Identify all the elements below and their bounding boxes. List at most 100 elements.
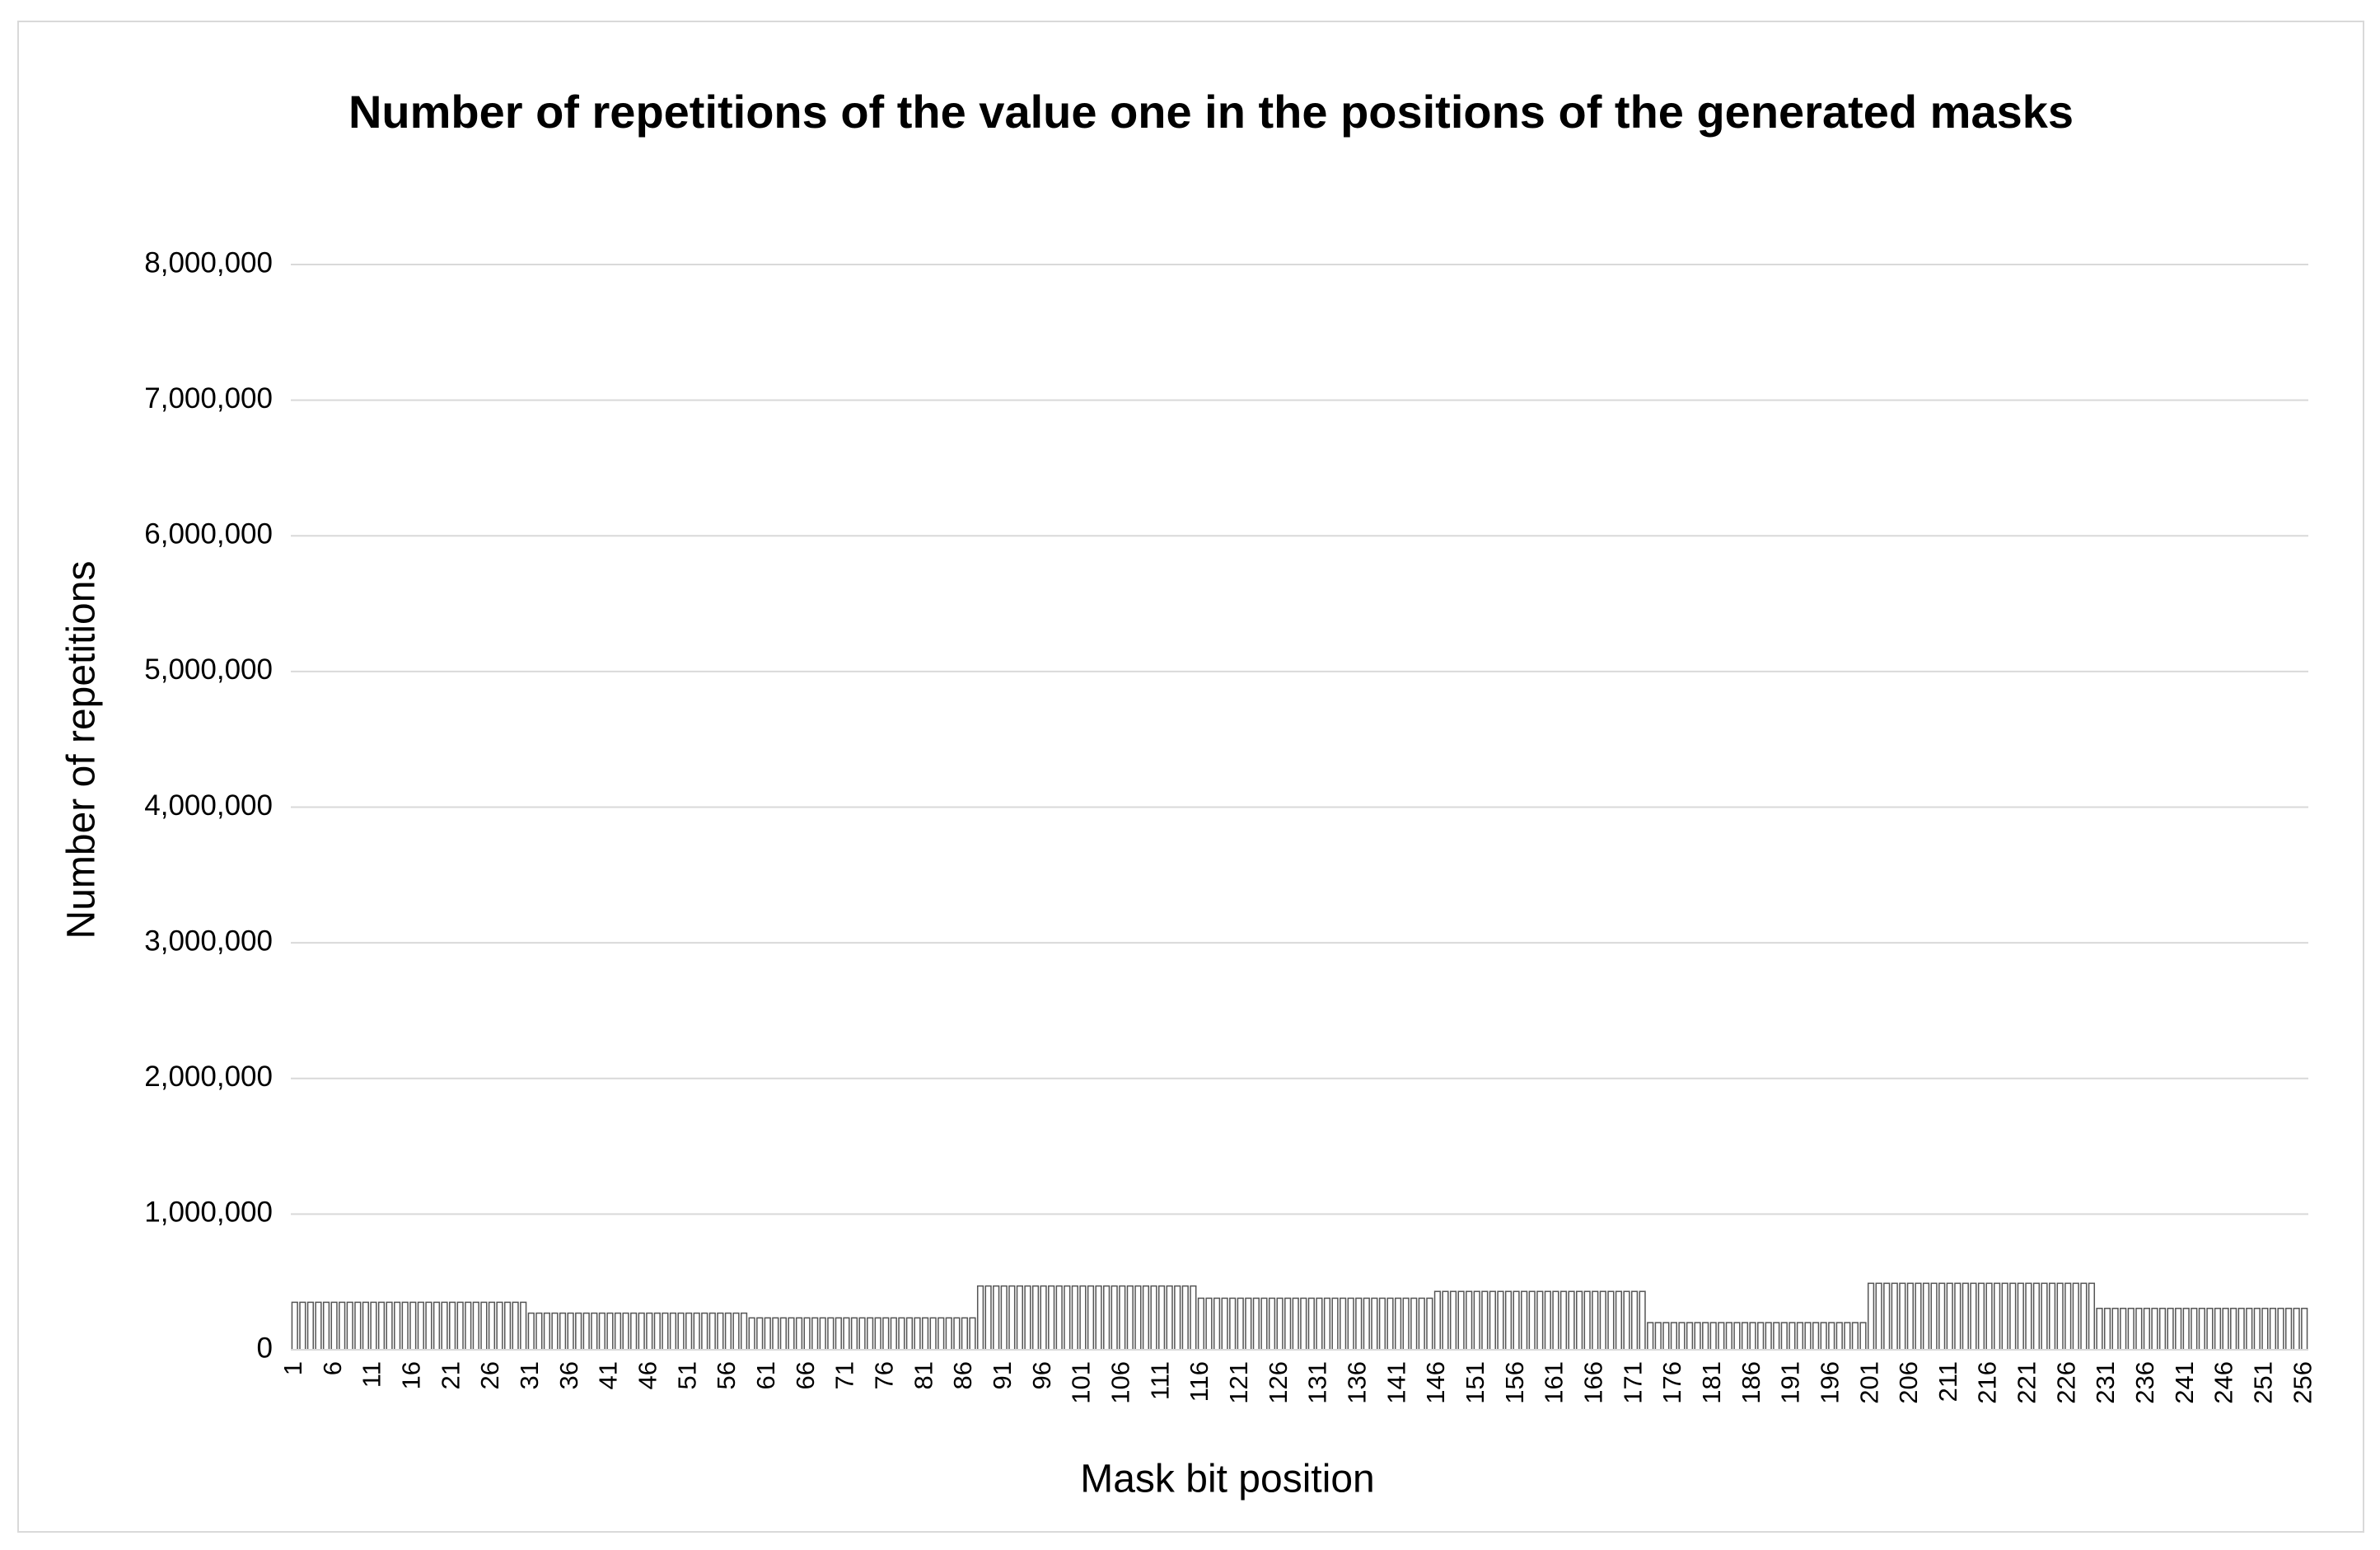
bar bbox=[559, 1312, 567, 1351]
bar bbox=[1592, 1290, 1599, 1351]
bar bbox=[1119, 1285, 1126, 1351]
bar bbox=[1064, 1285, 1071, 1351]
bar bbox=[567, 1312, 574, 1351]
bar bbox=[1190, 1285, 1197, 1351]
bar bbox=[472, 1301, 479, 1351]
x-tick-label: 156 bbox=[1500, 1361, 1529, 1404]
bar bbox=[1607, 1290, 1615, 1351]
bar bbox=[1197, 1297, 1205, 1351]
y-tick-label: 1,000,000 bbox=[144, 1196, 273, 1229]
bar bbox=[1008, 1285, 1016, 1351]
bar bbox=[819, 1317, 826, 1351]
bar bbox=[938, 1317, 945, 1351]
x-tick-label: 141 bbox=[1382, 1361, 1410, 1404]
x-tick-label: 206 bbox=[1894, 1361, 1923, 1404]
bar bbox=[874, 1317, 881, 1351]
x-tick-label: 256 bbox=[2288, 1361, 2317, 1404]
bar bbox=[929, 1317, 937, 1351]
bar bbox=[2120, 1308, 2127, 1351]
bar bbox=[2017, 1282, 2024, 1351]
bar bbox=[1466, 1290, 1473, 1351]
bar bbox=[921, 1317, 929, 1351]
bar bbox=[1276, 1297, 1284, 1351]
bar bbox=[1686, 1322, 1694, 1351]
bar bbox=[1835, 1322, 1843, 1351]
bar bbox=[708, 1312, 716, 1351]
bar bbox=[1899, 1282, 1906, 1351]
bar bbox=[2277, 1308, 2284, 1351]
bar bbox=[2103, 1308, 2111, 1351]
bar bbox=[1378, 1297, 1386, 1351]
bar bbox=[1031, 1285, 1040, 1351]
bar bbox=[1804, 1322, 1812, 1351]
bar bbox=[1371, 1297, 1378, 1351]
bar bbox=[2143, 1308, 2150, 1351]
bar bbox=[1316, 1297, 1323, 1351]
bar bbox=[1489, 1290, 1496, 1351]
bar bbox=[2072, 1282, 2079, 1351]
bar bbox=[1970, 1282, 1977, 1351]
bar bbox=[1126, 1285, 1134, 1351]
y-tick-label: 6,000,000 bbox=[144, 518, 273, 550]
bar bbox=[401, 1301, 409, 1351]
bar bbox=[1780, 1322, 1788, 1351]
x-tick-label: 201 bbox=[1854, 1361, 1883, 1404]
bar bbox=[1473, 1290, 1480, 1351]
bar bbox=[2088, 1282, 2096, 1351]
bar bbox=[1307, 1297, 1315, 1351]
bar bbox=[606, 1312, 614, 1351]
bar bbox=[1024, 1285, 1031, 1351]
bar bbox=[1237, 1297, 1244, 1351]
bar bbox=[496, 1301, 503, 1351]
y-tick-label: 4,000,000 bbox=[144, 789, 273, 822]
bar bbox=[1166, 1285, 1173, 1351]
bar bbox=[1449, 1290, 1457, 1351]
bar bbox=[2175, 1308, 2182, 1351]
bar bbox=[764, 1317, 771, 1351]
bar bbox=[905, 1317, 914, 1351]
bar bbox=[953, 1317, 961, 1351]
bar bbox=[2001, 1282, 2008, 1351]
x-tick-label: 171 bbox=[1618, 1361, 1647, 1404]
bar bbox=[1521, 1290, 1528, 1351]
bar bbox=[1718, 1322, 1725, 1351]
x-tick-label: 26 bbox=[475, 1361, 504, 1389]
bar bbox=[1757, 1322, 1765, 1351]
bar bbox=[465, 1301, 472, 1351]
x-tick-label: 81 bbox=[909, 1361, 938, 1389]
bar bbox=[1181, 1285, 1189, 1351]
bar bbox=[551, 1312, 559, 1351]
bar bbox=[1205, 1297, 1213, 1351]
y-tick-label: 3,000,000 bbox=[144, 925, 273, 957]
x-tick-label: 101 bbox=[1067, 1361, 1096, 1404]
bar bbox=[512, 1301, 519, 1351]
bar bbox=[984, 1285, 992, 1351]
bar bbox=[2222, 1308, 2229, 1351]
bar bbox=[370, 1301, 377, 1351]
bar bbox=[2096, 1308, 2103, 1351]
x-tick-label: 191 bbox=[1776, 1361, 1805, 1404]
x-tick-label: 111 bbox=[1145, 1361, 1174, 1400]
x-tick-label: 96 bbox=[1027, 1361, 1056, 1389]
bar bbox=[1323, 1297, 1331, 1351]
x-axis-title: Mask bit position bbox=[1080, 1458, 1375, 1501]
bar bbox=[1442, 1290, 1449, 1351]
bar bbox=[299, 1301, 306, 1351]
bar bbox=[1789, 1322, 1796, 1351]
bar bbox=[2191, 1308, 2198, 1351]
bar bbox=[1875, 1282, 1882, 1351]
bar bbox=[1883, 1282, 1891, 1351]
bar bbox=[1513, 1290, 1520, 1351]
bar bbox=[315, 1301, 322, 1351]
bar bbox=[835, 1317, 842, 1351]
x-tick-label: 51 bbox=[672, 1361, 701, 1389]
bar bbox=[1599, 1290, 1606, 1351]
bar bbox=[480, 1301, 488, 1351]
bar bbox=[1639, 1290, 1646, 1351]
bar bbox=[795, 1317, 803, 1351]
bar bbox=[1544, 1290, 1551, 1351]
bar bbox=[1426, 1297, 1433, 1351]
bar bbox=[2261, 1308, 2269, 1351]
x-tick-label: 221 bbox=[2013, 1361, 2041, 1404]
bar bbox=[362, 1301, 369, 1351]
